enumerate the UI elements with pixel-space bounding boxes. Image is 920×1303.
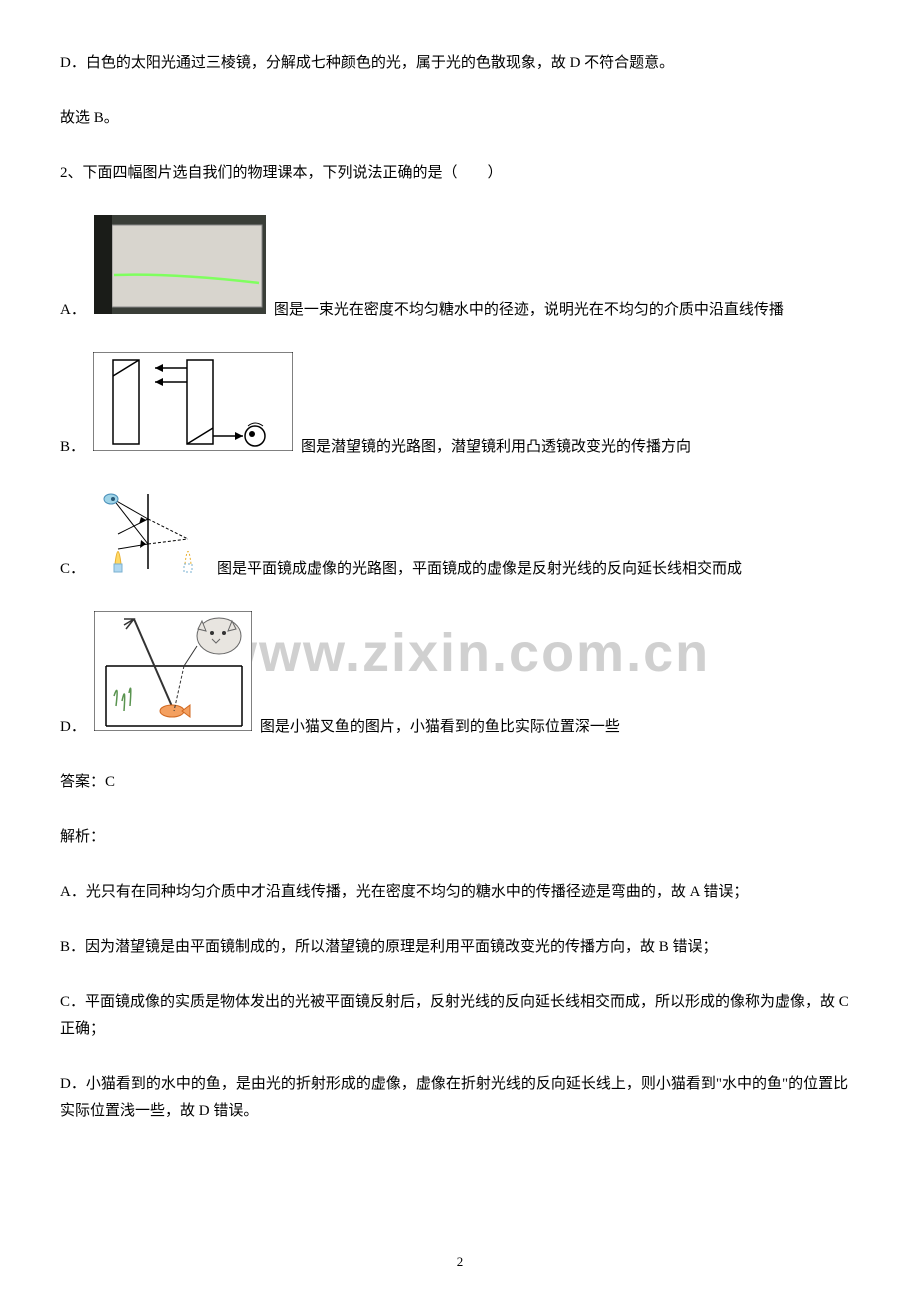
answer-line: 答案：C [60, 769, 860, 796]
question-2-stem: 2、下面四幅图片选自我们的物理课本，下列说法正确的是（ ） [60, 160, 860, 187]
page-number: 2 [457, 1250, 464, 1273]
analysis-a: A．光只有在同种均匀介质中才沿直线传播，光在密度不均匀的糖水中的传播径迹是弯曲的… [60, 879, 860, 906]
cat-fishing-image [94, 611, 252, 731]
option-a-image [94, 215, 266, 324]
option-d-image [94, 611, 252, 741]
analysis-d: D．小猫看到的水中的鱼，是由光的折射形成的虚像，虚像在折射光线的反向延长线上，则… [60, 1071, 860, 1125]
option-c-row: C． 图是平面镜成虚像的光路图，平面镜成的虚像是反射光线 [60, 489, 860, 583]
option-c-label: C． [60, 556, 85, 583]
mirror-virtual-image [93, 489, 209, 573]
periscope-image [93, 352, 293, 451]
analysis-label: 解析： [60, 824, 860, 851]
analysis-c: C．平面镜成像的实质是物体发出的光被平面镜反射后，反射光线的反向延长线相交而成，… [60, 989, 860, 1043]
option-c-image [93, 489, 209, 583]
option-d-text: 图是小猫叉鱼的图片，小猫看到的鱼比实际位置深一些 [260, 714, 860, 741]
option-d-label: D． [60, 714, 86, 741]
option-a-text: 图是一束光在密度不均匀糖水中的径迹，说明光在不均匀的介质中沿直线传播 [274, 297, 860, 324]
document-content: D．白色的太阳光通过三棱镜，分解成七种颜色的光，属于光的色散现象，故 D 不符合… [60, 50, 860, 1125]
option-a-label: A． [60, 297, 86, 324]
paragraph-d: D．白色的太阳光通过三棱镜，分解成七种颜色的光，属于光的色散现象，故 D 不符合… [60, 50, 860, 77]
option-a-row: A． 图是一束光在密度不均匀糖水中的径迹，说明光在不均匀的介质中沿直线传播 [60, 215, 860, 324]
sugar-water-light-image [94, 215, 266, 314]
option-d-row: D． 图是小猫叉鱼的 [60, 611, 860, 741]
option-b-row: B． 图是潜望镜的光路图，潜望镜利用凸透镜改变光的传播方向 [60, 352, 860, 461]
option-c-text: 图是平面镜成虚像的光路图，平面镜成的虚像是反射光线的反向延长线相交而成 [217, 556, 860, 583]
option-b-label: B． [60, 434, 85, 461]
analysis-b: B．因为潜望镜是由平面镜制成的，所以潜望镜的原理是利用平面镜改变光的传播方向，故… [60, 934, 860, 961]
paragraph-choose-b: 故选 B。 [60, 105, 860, 132]
option-b-text: 图是潜望镜的光路图，潜望镜利用凸透镜改变光的传播方向 [301, 434, 860, 461]
option-b-image [93, 352, 293, 461]
